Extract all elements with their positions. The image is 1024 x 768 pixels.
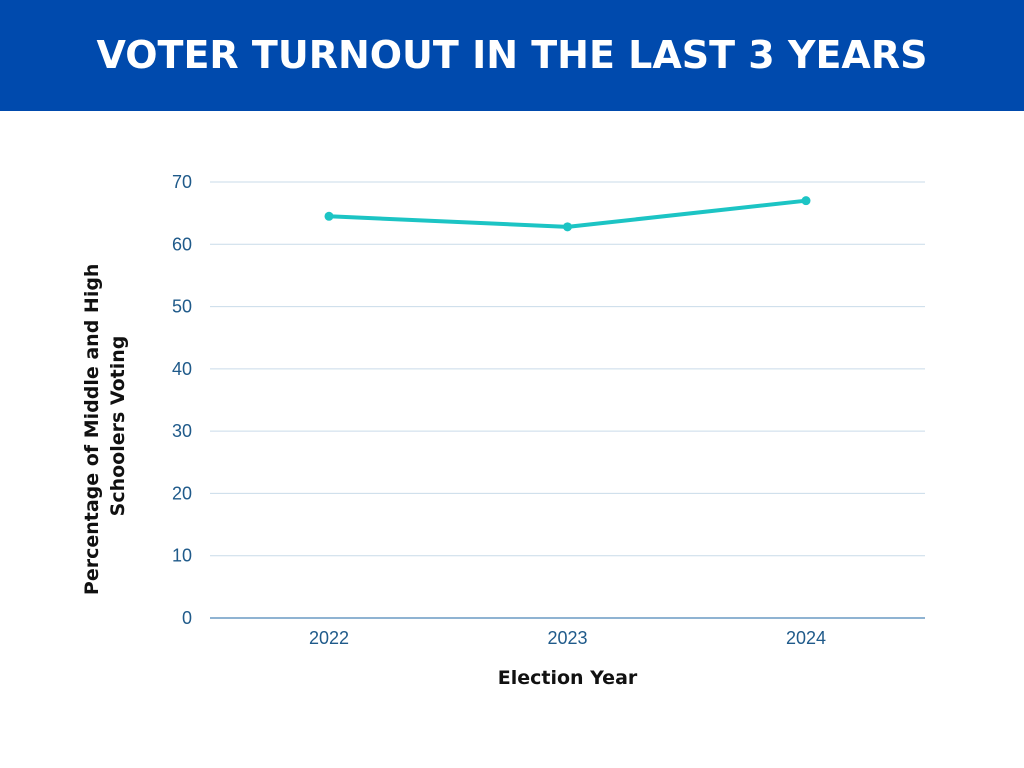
y-axis-title-line-2: Schoolers Voting <box>107 336 129 517</box>
series-layer <box>325 196 811 231</box>
y-tick-label: 70 <box>172 172 192 192</box>
y-axis-ticks: 0 10 20 30 40 50 60 70 <box>172 172 192 628</box>
data-point <box>325 212 334 221</box>
y-tick-label: 0 <box>182 608 192 628</box>
y-axis-title: Percentage of Middle and High Schoolers … <box>81 257 129 595</box>
y-tick-label: 40 <box>172 359 192 379</box>
x-tick-label: 2024 <box>786 628 826 648</box>
y-tick-label: 50 <box>172 297 192 317</box>
x-axis-title: Election Year <box>498 667 638 689</box>
gridlines <box>210 182 925 618</box>
x-axis-ticks: 2022 2023 2024 <box>309 628 826 648</box>
data-point <box>802 196 811 205</box>
data-point <box>563 222 572 231</box>
y-tick-label: 20 <box>172 483 192 503</box>
y-tick-label: 60 <box>172 234 192 254</box>
y-tick-label: 30 <box>172 421 192 441</box>
x-tick-label: 2023 <box>547 628 587 648</box>
x-tick-label: 2022 <box>309 628 349 648</box>
y-axis-title-line-1: Percentage of Middle and High <box>81 264 103 596</box>
y-tick-label: 10 <box>172 546 192 566</box>
